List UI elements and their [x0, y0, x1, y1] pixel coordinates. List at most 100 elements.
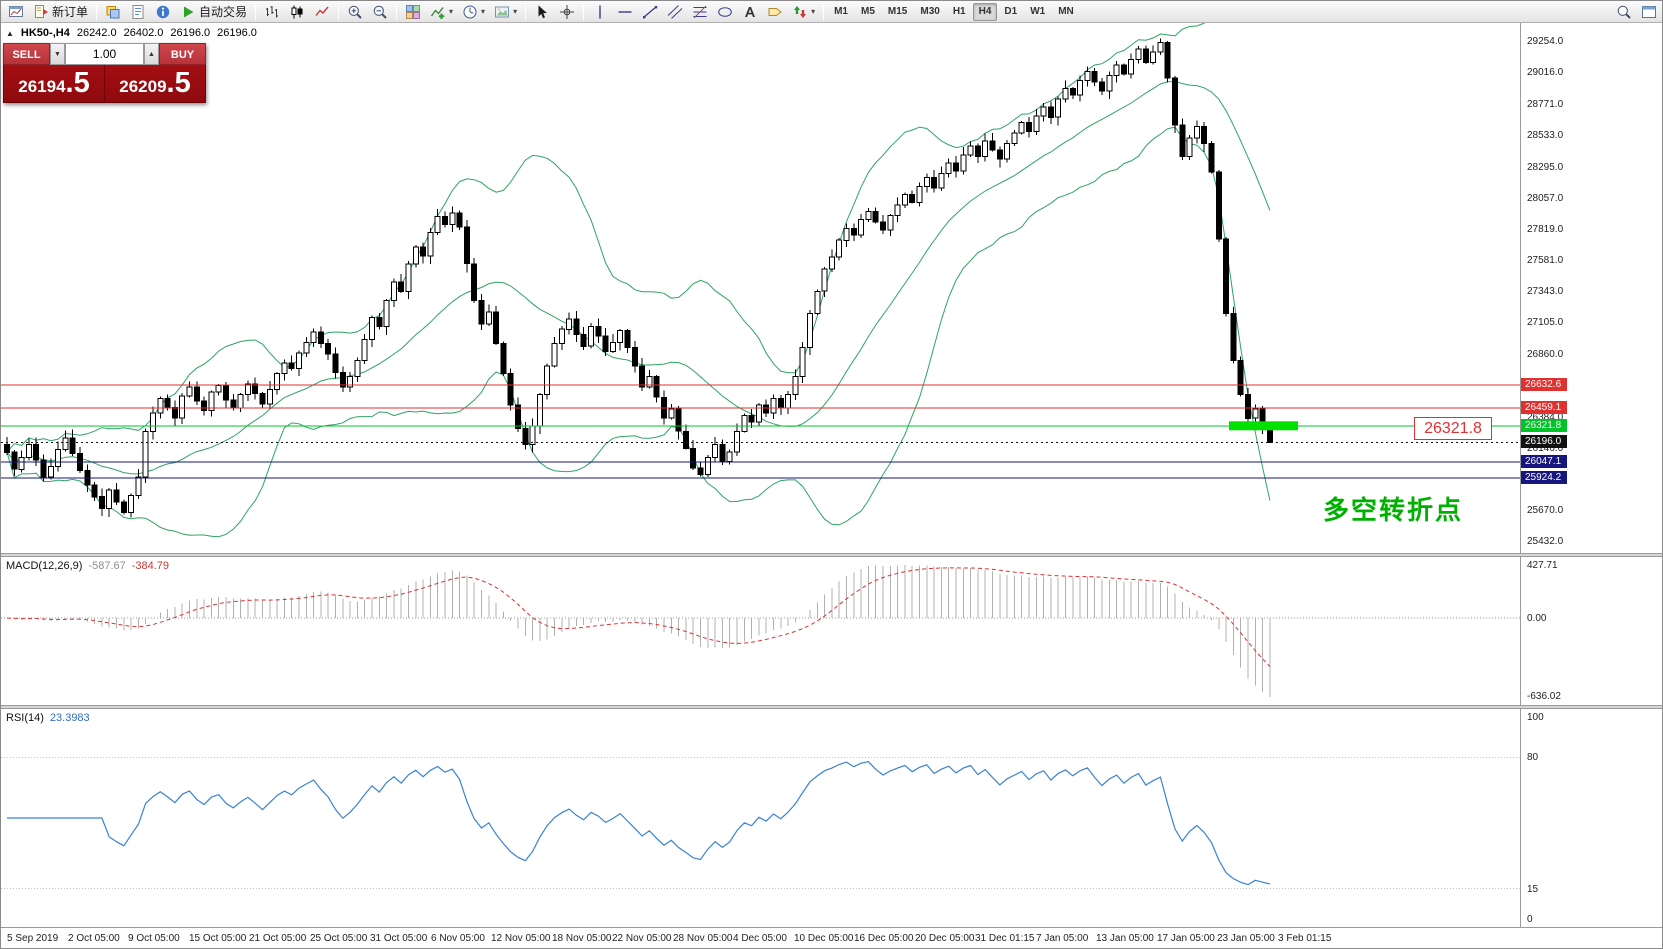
toolbar-button-search[interactable]	[1612, 2, 1636, 22]
panel-splitter[interactable]	[1, 553, 1662, 557]
timeframe-button-m5[interactable]: M5	[861, 5, 875, 17]
low-value: 26196.0	[170, 27, 211, 39]
toolbar-button-indicators[interactable]: ▾	[426, 2, 457, 22]
price-tick: 28295.0	[1527, 162, 1564, 173]
label-icon	[767, 4, 783, 20]
price-tag: 26632.6	[1521, 378, 1567, 391]
order-icon	[33, 4, 49, 20]
toolbar-button-templates[interactable]: ▾	[490, 2, 521, 22]
toolbar-button-text[interactable]	[738, 2, 762, 22]
macd-histogram	[13, 565, 1271, 697]
toolbar-button-zoom-out[interactable]	[368, 2, 392, 22]
volume-increase-button[interactable]: ▲	[144, 43, 159, 65]
indicator-icon	[430, 4, 446, 20]
rsi-caption: RSI(14) 23.3983	[6, 712, 90, 724]
timeframe-button-d1[interactable]: D1	[1004, 5, 1018, 17]
time-axis[interactable]: 5 Sep 2019 2 Oct 05:00 9 Oct 05:00 15 Oct 0…	[1, 927, 1662, 948]
toolbar-button-fibonacci-retracement[interactable]	[688, 2, 712, 22]
price-tag: 26321.8	[1521, 419, 1567, 432]
symbol-timeframe-label: HK50-,H4	[20, 27, 70, 39]
toolbar-button-text-label[interactable]	[763, 2, 787, 22]
cursor-icon	[534, 4, 550, 20]
time-label: 15 Oct 05:00	[189, 933, 247, 944]
toolbar-button-line-chart[interactable]	[310, 2, 334, 22]
toolbar-button-tile-windows[interactable]	[401, 2, 425, 22]
timeframe-button-m30[interactable]: M30	[920, 5, 940, 17]
bars-icon	[264, 4, 280, 20]
macd-signal-value: -384.79	[131, 560, 170, 572]
timeframe-button-mn[interactable]: MN	[1058, 5, 1074, 17]
macd-panel: MACD(12,26,9) -587.67 -384.79 427.71 0.00 -6…	[1, 557, 1662, 705]
time-label: 31 Oct 05:00	[370, 933, 428, 944]
toolbar-button-new-order[interactable]: 新订单	[29, 2, 92, 22]
toolbar-button-vertical-line[interactable]	[588, 2, 612, 22]
turning-point-annotation[interactable]: 多空转折点	[1323, 490, 1463, 527]
buy-button[interactable]: BUY	[159, 43, 206, 65]
clock-icon	[462, 4, 478, 20]
timeframe-button-m1[interactable]: M1	[834, 5, 848, 17]
macd-main-value: -587.67	[88, 560, 126, 572]
toolbar-button-bar-chart[interactable]	[260, 2, 284, 22]
toolbar-button-autotrading[interactable]: 自动交易	[176, 2, 251, 22]
price-tick: 27819.0	[1527, 224, 1564, 235]
time-label: 9 Oct 05:00	[128, 933, 180, 944]
timeframe-button-h1[interactable]: H1	[952, 5, 966, 17]
caret-down-icon: ▼	[54, 50, 61, 58]
rsi-chart[interactable]	[1, 709, 1520, 927]
timeframe-button-m15[interactable]: M15	[887, 5, 908, 17]
macd-chart[interactable]	[1, 557, 1520, 705]
buy-price[interactable]: 26209.5	[105, 65, 205, 102]
crosshair-icon	[559, 4, 575, 20]
timeframe-button-w1[interactable]: W1	[1030, 5, 1046, 17]
toolbar-button-shapes[interactable]	[713, 2, 737, 22]
price-tick: 27343.0	[1527, 286, 1564, 297]
toolbar-button-new-order-label: 新订单	[52, 5, 89, 19]
collapse-trade-panel-arrow[interactable]: ▲	[6, 28, 14, 38]
toolbar-button-help[interactable]	[151, 2, 175, 22]
rsi-axis[interactable]: 100 80 15 0	[1521, 709, 1662, 927]
toolbar-button-candlestick-chart[interactable]	[285, 2, 309, 22]
volume-input[interactable]	[65, 43, 144, 65]
price-tick: 28533.0	[1527, 130, 1564, 141]
volume-decrease-button[interactable]: ▼	[50, 43, 65, 65]
time-label: 28 Nov 05:00	[673, 933, 733, 944]
toolbar-button-horizontal-line[interactable]	[613, 2, 637, 22]
price-axis[interactable]: 29254.0 29016.0 28771.0 28533.0 28295.0 28057…	[1521, 23, 1662, 553]
play-icon	[180, 4, 196, 20]
panel-splitter[interactable]	[1, 705, 1662, 709]
toolbar-button-new-window[interactable]	[1637, 2, 1661, 22]
toolbar-button-crosshair[interactable]	[555, 2, 579, 22]
toolbar-button-zoom-in[interactable]	[343, 2, 367, 22]
price-tick: 25670.0	[1527, 505, 1564, 516]
symbol-ohlc-bar: ▲ HK50-,H4 26242.0 26402.0 26196.0 26196…	[6, 27, 257, 39]
layers-icon	[105, 4, 121, 20]
sell-button[interactable]: SELL	[3, 43, 50, 65]
toolbar-button-trendline[interactable]	[638, 2, 662, 22]
toolbar-button-market-watch[interactable]	[101, 2, 125, 22]
toolbar-button-arrows[interactable]: ▾	[788, 2, 819, 22]
time-label: 16 Dec 05:00	[854, 933, 914, 944]
buy-price-big-digit: .5	[166, 67, 191, 99]
time-label: 13 Jan 05:00	[1096, 933, 1154, 944]
toolbar-button-data-window[interactable]	[126, 2, 150, 22]
toolbar-button-equidistant-channel[interactable]	[663, 2, 687, 22]
time-label: 25 Oct 05:00	[310, 933, 368, 944]
close-value: 26196.0	[217, 27, 257, 39]
price-level-callout[interactable]: 26321.8	[1414, 417, 1492, 440]
level-highlight-bar	[1229, 421, 1298, 431]
window-icon	[1641, 4, 1657, 20]
rsi-name: RSI(14)	[6, 712, 44, 724]
info-icon	[155, 4, 171, 20]
toolbar-button-periods[interactable]: ▾	[458, 2, 489, 22]
toolbar-button-cursor[interactable]	[530, 2, 554, 22]
timeframe-button-h4[interactable]: H4	[972, 2, 998, 21]
price-tag: 26196.0	[1521, 435, 1567, 448]
open-value: 26242.0	[76, 27, 117, 39]
toolbar-separator	[255, 3, 257, 20]
rsi-scale-label: 0	[1527, 914, 1533, 925]
price-chart[interactable]	[1, 23, 1520, 553]
price-tick: 29016.0	[1527, 67, 1564, 78]
toolbar-button-new-chart[interactable]	[4, 2, 28, 22]
macd-axis[interactable]: 427.71 0.00 -636.02	[1521, 557, 1662, 705]
sell-price[interactable]: 26194.5	[4, 65, 104, 102]
